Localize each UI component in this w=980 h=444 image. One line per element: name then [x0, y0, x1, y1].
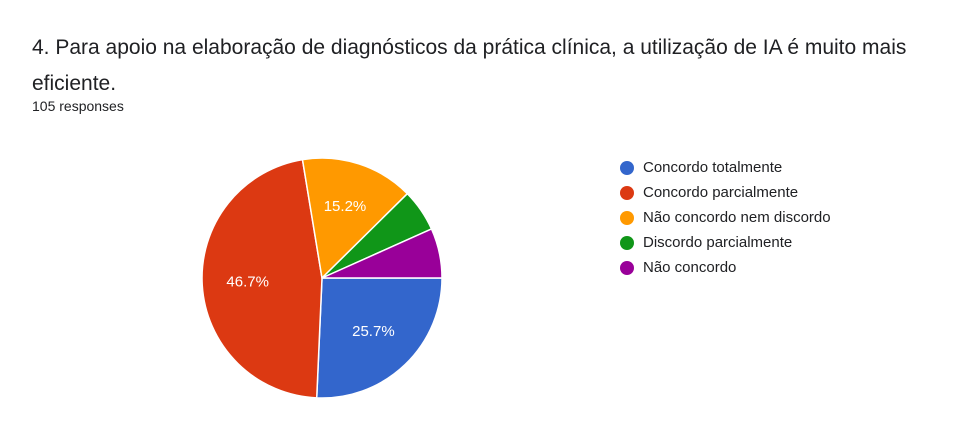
pie-slice-label-3: 15.2%: [324, 198, 367, 215]
pie-slice-3[interactable]: [301, 157, 409, 280]
legend-item-4[interactable]: Discordo parcialmente: [620, 230, 831, 255]
legend-swatch-icon: [620, 160, 634, 175]
legend-label: Discordo parcialmente: [643, 234, 793, 251]
pie-slice-label-1: 25.7%: [352, 323, 395, 340]
legend-swatch-icon: [620, 210, 634, 225]
pie-slice-2[interactable]: [201, 158, 323, 399]
pie-slice-1[interactable]: [315, 277, 443, 399]
legend-label: Não concordo nem discordo: [643, 209, 831, 226]
response-count: 105 responses: [32, 98, 124, 114]
legend-swatch-icon: [620, 260, 634, 275]
legend-item-3[interactable]: Não concordo nem discordo: [620, 205, 831, 230]
pie-slice-5[interactable]: [321, 227, 443, 279]
legend-label: Concordo totalmente: [643, 159, 783, 176]
legend-swatch-icon: [620, 185, 634, 200]
chart-legend: Concordo totalmente Concordo parcialmente…: [620, 155, 831, 280]
question-title: 4. Para apoio na elaboração de diagnósti…: [32, 36, 907, 95]
legend-item-2[interactable]: Concordo parcialmente: [620, 180, 831, 205]
legend-item-5[interactable]: Não concordo: [620, 255, 831, 280]
legend-item-1[interactable]: Concordo totalmente: [620, 155, 831, 180]
pie-slice-label-2: 46.7%: [226, 273, 269, 290]
legend-label: Concordo parcialmente: [643, 184, 799, 201]
legend-swatch-icon: [620, 235, 634, 250]
legend-label: Não concordo: [643, 259, 737, 276]
